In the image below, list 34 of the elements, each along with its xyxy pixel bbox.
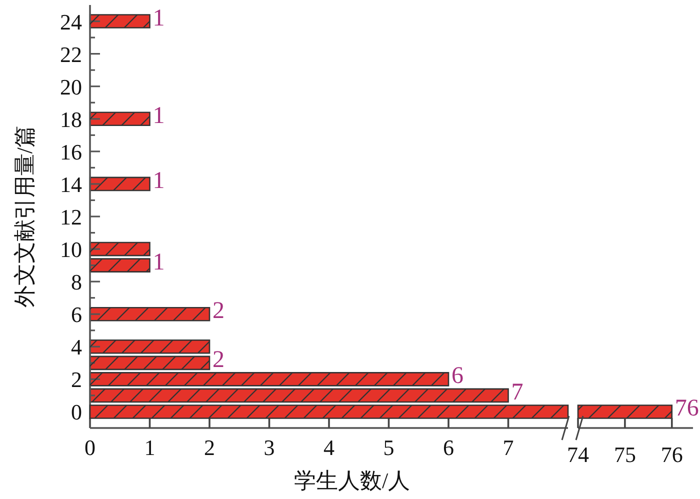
y-tick-label: 18: [60, 106, 82, 132]
data-label: 1: [152, 168, 165, 194]
y-tick-label: 22: [60, 42, 82, 67]
y-tick-label: 4: [71, 334, 82, 360]
y-tick-label: 10: [60, 237, 82, 262]
x-tick-label: 75: [614, 442, 636, 467]
x-tick-label: 1: [144, 435, 156, 460]
data-label: 1: [152, 249, 165, 276]
x-axis-title: 学生人数/人: [294, 468, 410, 493]
x-tick-label: 4: [324, 435, 334, 460]
x-tick-label: 3: [264, 435, 275, 460]
x-tick-label: 7: [502, 435, 514, 460]
y-tick-label: 6: [71, 302, 82, 328]
x-tick-label: 74: [567, 442, 589, 467]
y-tick-label: 20: [60, 74, 82, 100]
y-axis-title: 外文文献引用量/篇: [12, 125, 37, 308]
data-label: 2: [212, 298, 224, 324]
y-tick-label: 14: [60, 172, 82, 197]
y-tick-label: 12: [60, 204, 82, 230]
data-label: 7: [511, 379, 524, 406]
y-tick-label: 24: [60, 9, 82, 34]
x-tick-label: 76: [660, 442, 683, 467]
y-tick-label: 16: [60, 139, 82, 164]
data-label: 6: [452, 363, 464, 390]
data-label: 1: [152, 102, 165, 129]
data-label: 1: [152, 5, 165, 32]
y-tick-label: 2: [71, 367, 82, 392]
y-tick-label: 8: [71, 270, 82, 295]
x-tick-label: 2: [204, 435, 215, 460]
x-tick-label: 6: [443, 435, 454, 460]
data-label: 2: [212, 346, 224, 373]
data-label: 76: [674, 396, 699, 422]
y-tick-label: 0: [71, 400, 82, 425]
x-tick-label: 5: [383, 435, 394, 460]
